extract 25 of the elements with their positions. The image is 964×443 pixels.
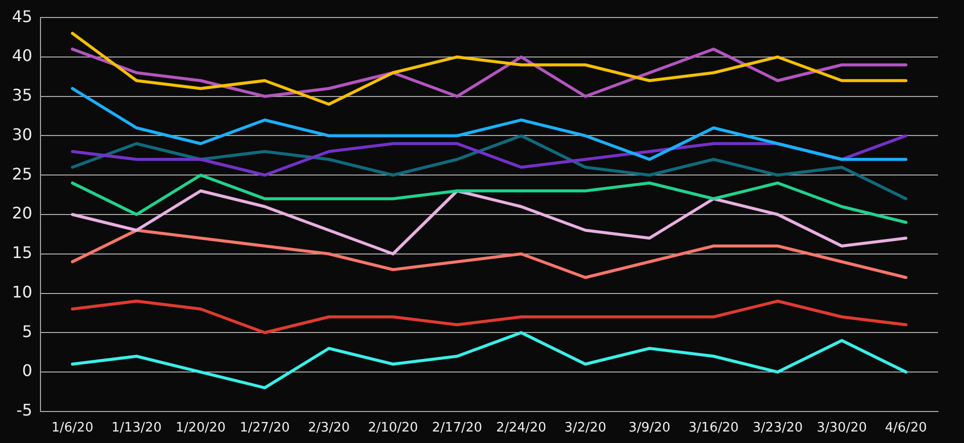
- y-tick-label: -5: [16, 400, 32, 420]
- y-tick-label: 35: [12, 86, 32, 105]
- x-tick-label: 2/24/20: [496, 420, 546, 436]
- x-tick-label: 3/16/20: [688, 420, 739, 436]
- x-tick-label: 3/9/20: [628, 420, 670, 436]
- y-tick-label: 5: [22, 322, 32, 341]
- x-tick-label: 1/20/20: [176, 420, 226, 436]
- y-tick-label: 25: [12, 164, 32, 184]
- x-tick-label: 3/2/20: [564, 420, 606, 436]
- x-tick-label: 1/27/20: [240, 420, 290, 436]
- x-tick-label: 1/6/20: [51, 420, 94, 436]
- y-tick-label: 40: [12, 46, 32, 66]
- y-tick-label: 20: [12, 204, 32, 223]
- y-tick-label: 30: [12, 124, 32, 144]
- x-tick-label: 3/23/20: [752, 420, 803, 436]
- x-tick-label: 2/3/20: [308, 420, 350, 436]
- x-tick-label: 4/6/20: [885, 420, 927, 436]
- x-tick-label: 2/17/20: [432, 420, 482, 436]
- y-tick-label: 0: [22, 361, 32, 380]
- y-tick-label: 45: [12, 6, 32, 26]
- x-tick-label: 1/13/20: [111, 420, 162, 436]
- x-tick-label: 3/30/20: [816, 420, 867, 436]
- y-tick-label: 15: [12, 243, 32, 262]
- x-tick-label: 2/10/20: [368, 420, 418, 436]
- y-tick-label: 10: [12, 282, 32, 302]
